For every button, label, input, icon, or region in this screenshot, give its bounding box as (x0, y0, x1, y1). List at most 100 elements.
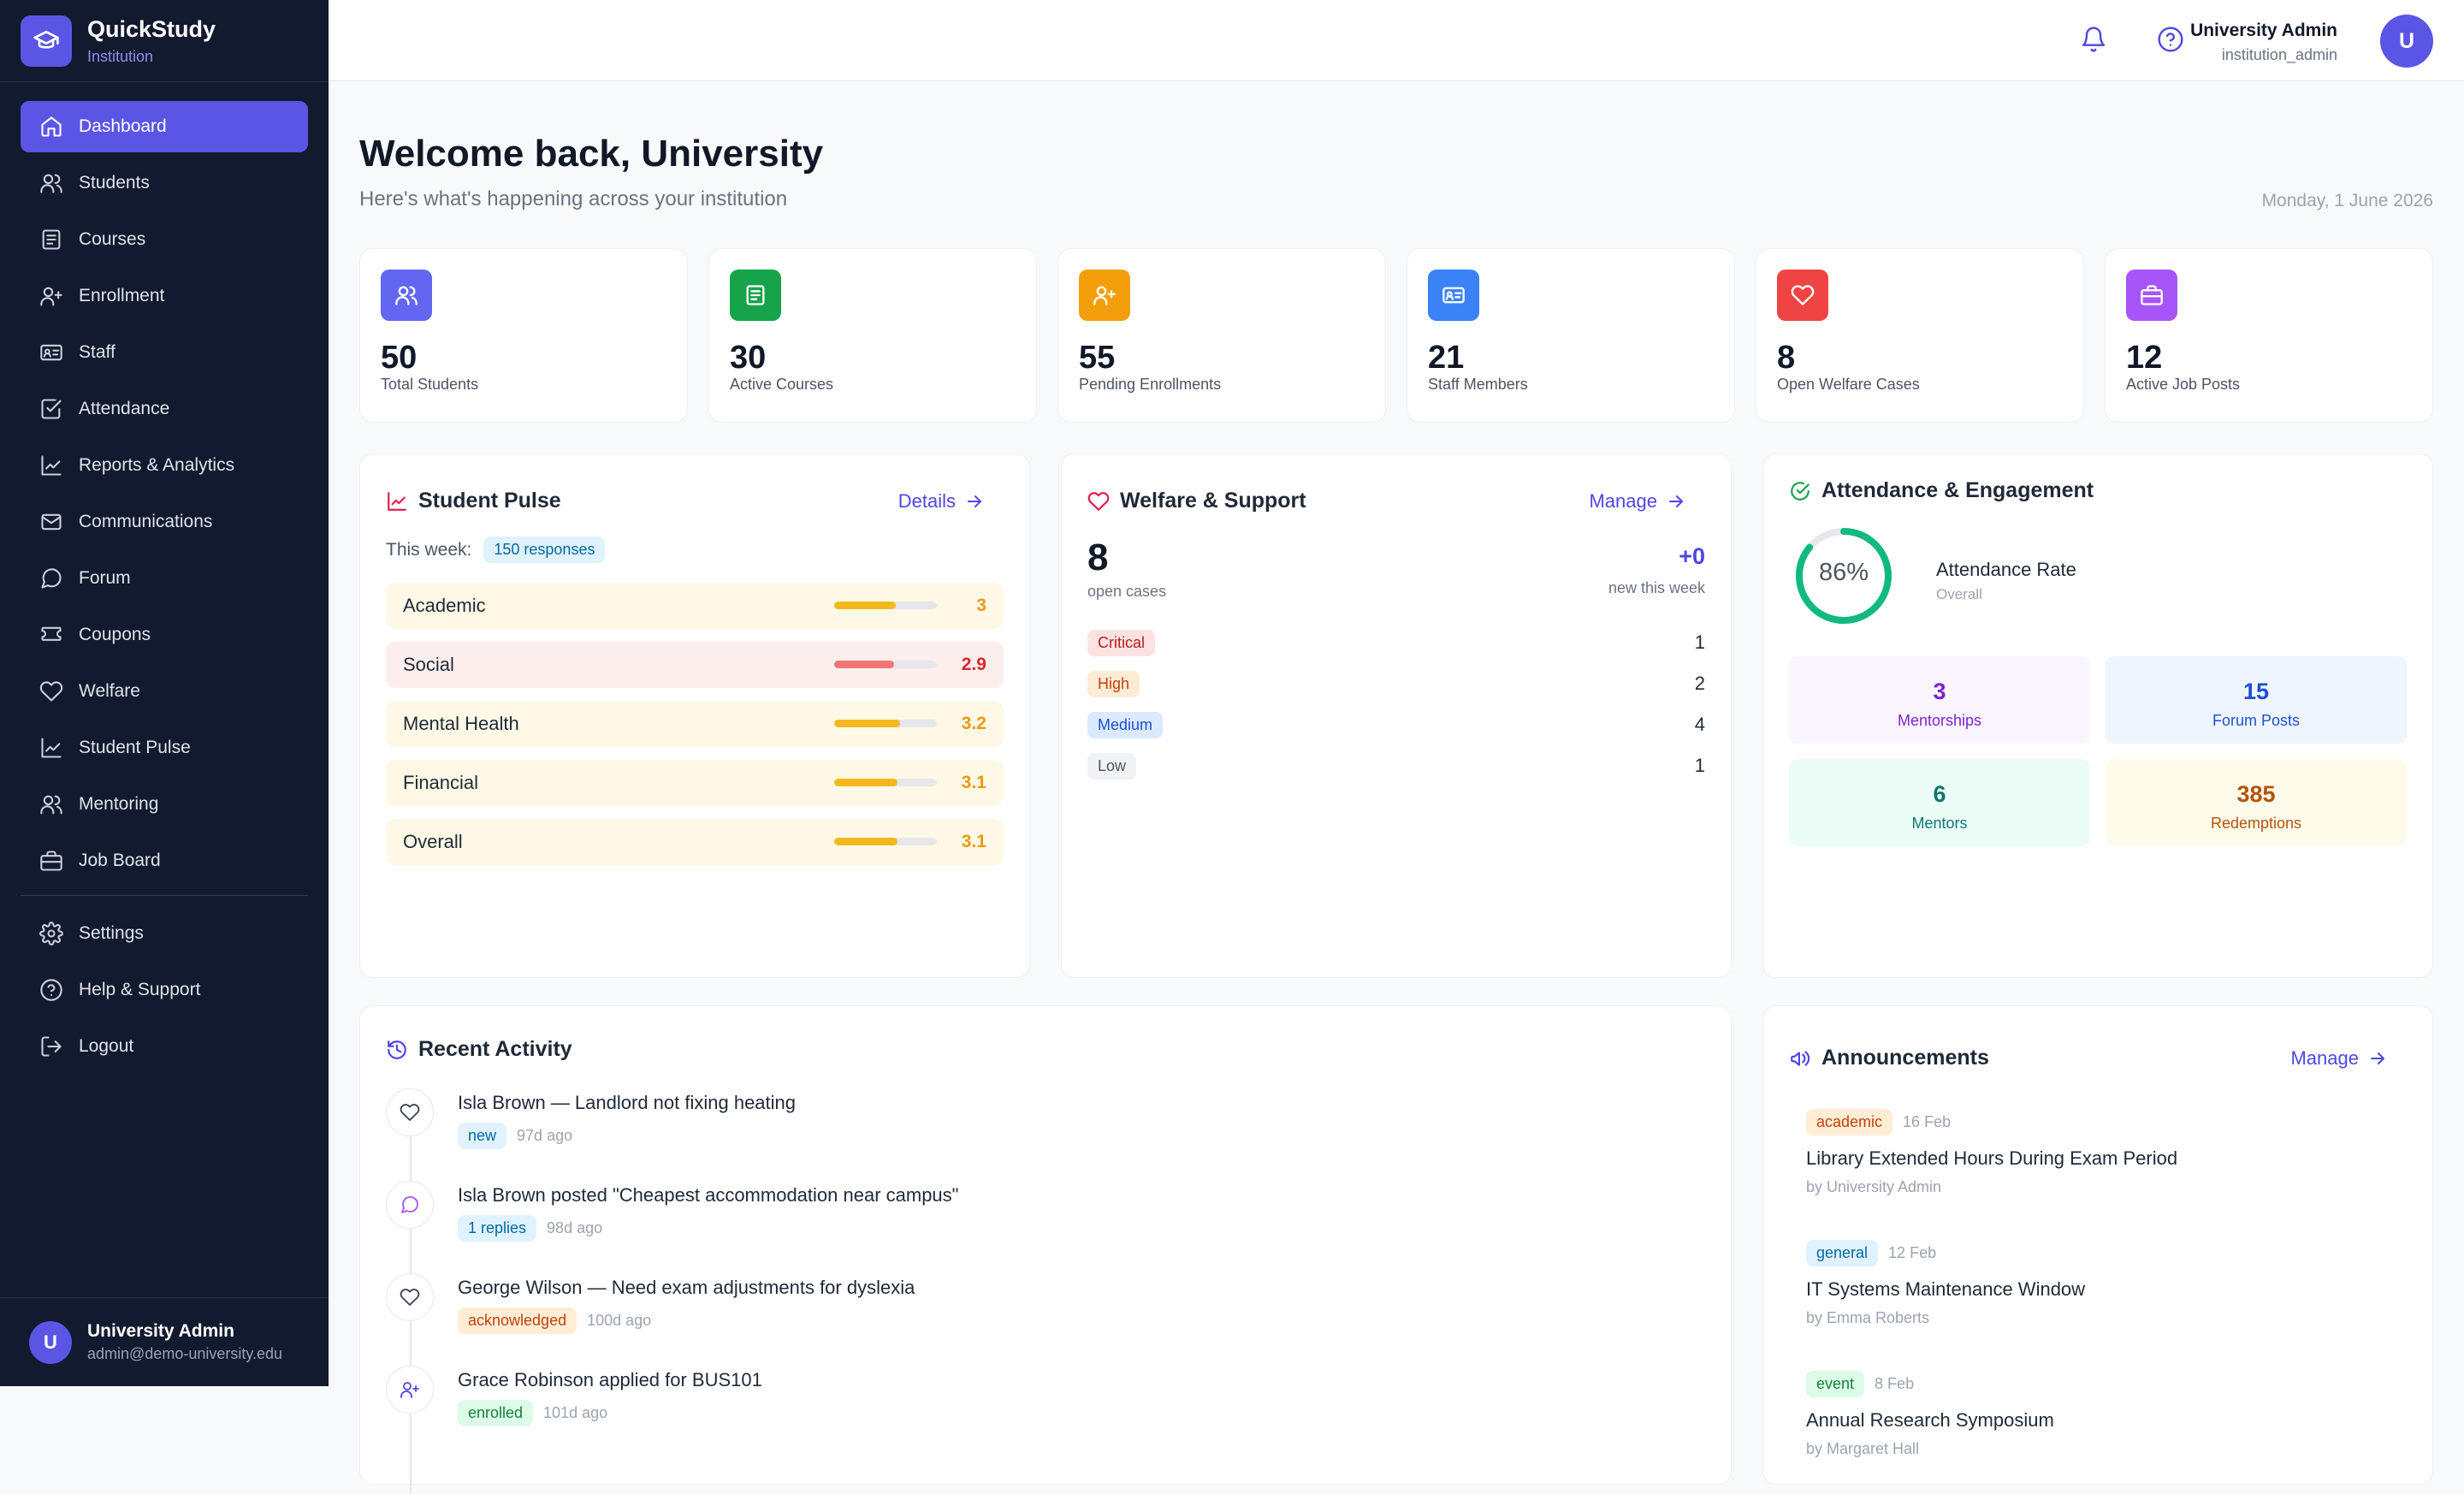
pulse-row: Financial 3.1 (386, 760, 1004, 806)
engagement-tile-label: Mentors (1911, 815, 1968, 832)
sidebar-item-staff[interactable]: Staff (21, 327, 308, 378)
current-date: Monday, 1 June 2026 (2261, 191, 2433, 210)
welfare-level-badge: High (1087, 670, 1140, 697)
pulse-row-label: Overall (403, 831, 463, 852)
announcement-author: by Emma Roberts (1806, 1309, 1930, 1326)
welfare-level-count: 1 (1694, 631, 1705, 653)
announcements-title-text: Announcements (1821, 1046, 1989, 1070)
check-square-icon (41, 399, 62, 419)
pulse-bar-fill (834, 838, 898, 845)
heart-icon (39, 681, 63, 702)
engagement-tile-forum-posts[interactable]: 15 Forum Posts (2106, 656, 2407, 744)
activity-time: 98d ago (547, 1219, 603, 1236)
welfare-level-low[interactable]: Low 1 (1087, 749, 1705, 783)
id-card-icon (1442, 287, 1465, 304)
sidebar-nav: Dashboard Students Courses Enrollment Staff A… (0, 82, 329, 1072)
activity-text: Isla Brown — Landlord not fixing heating (458, 1092, 797, 1113)
page-subtitle: Here's what's happening across your inst… (359, 187, 788, 210)
sidebar-item-coupons[interactable]: Coupons (21, 609, 308, 661)
sidebar-item-label: Coupons (79, 625, 151, 644)
welfare-level-medium[interactable]: Medium 4 (1087, 708, 1705, 742)
activity-meta: 1 replies 98d ago (458, 1215, 602, 1242)
check-circle-icon (1791, 481, 1810, 501)
home-icon (41, 116, 62, 137)
stat-card-staff-members[interactable]: 21 Staff Members (1407, 248, 1735, 423)
pulse-row-label: Social (403, 654, 454, 675)
sidebar-item-welfare[interactable]: Welfare (21, 666, 308, 717)
sidebar-item-communications[interactable]: Communications (21, 496, 308, 548)
pulse-row-value: 3 (976, 596, 986, 615)
topbar-user[interactable]: University Admin institution_admin (2190, 21, 2337, 64)
student-pulse-details-link[interactable]: Details (898, 490, 985, 513)
trend-up-icon (388, 491, 406, 511)
sidebar-user[interactable]: U University Admin admin@demo-university… (0, 1297, 329, 1386)
sidebar-user-email: admin@demo-university.edu (87, 1345, 283, 1362)
sidebar-item-label: Communications (79, 512, 213, 531)
stat-icon (2126, 270, 2177, 321)
stat-card-pending-enrollments[interactable]: 55 Pending Enrollments (1057, 248, 1386, 423)
announcement-item[interactable]: academic 16 Feb Library Extended Hours Dur… (1806, 1109, 2177, 1196)
announcement-tag: general (1806, 1240, 1879, 1266)
announcement-item[interactable]: general 12 Feb IT Systems Maintenance Wind… (1806, 1240, 2085, 1327)
announcement-title: Annual Research Symposium (1806, 1409, 2054, 1431)
pulse-bar (834, 838, 937, 845)
sidebar-item-settings[interactable]: Settings (21, 908, 308, 959)
announcements-card: Announcements Manage academic 16 Feb Libra… (1762, 1005, 2433, 1485)
stat-label: Active Courses (730, 376, 834, 393)
logout-icon (41, 1036, 62, 1057)
pulse-bar-fill (834, 779, 898, 786)
welfare-title-text: Welfare & Support (1120, 489, 1306, 513)
stat-card-active-courses[interactable]: 30 Active Courses (708, 248, 1037, 423)
sidebar-item-label: Forum (79, 568, 131, 588)
sidebar-item-dashboard[interactable]: Dashboard (21, 101, 308, 152)
bell-icon[interactable] (2080, 26, 2107, 53)
sidebar-item-mentoring[interactable]: Mentoring (21, 779, 308, 830)
activity-tag: enrolled (458, 1400, 534, 1426)
pulse-row: Academic 3 (386, 583, 1004, 629)
welfare-card: Welfare & Support Manage 8 open cases +0… (1061, 454, 1732, 978)
stat-card-total-students[interactable]: 50 Total Students (359, 248, 688, 423)
announcements-manage-link[interactable]: Manage (2290, 1047, 2388, 1070)
sidebar-item-help-support[interactable]: Help & Support (21, 964, 308, 1016)
help-icon[interactable] (2157, 26, 2184, 53)
sidebar-item-forum[interactable]: Forum (21, 553, 308, 604)
briefcase-icon (40, 851, 62, 871)
heart-icon (1791, 285, 1815, 305)
engagement-tile-mentorships[interactable]: 3 Mentorships (1789, 656, 2090, 744)
engagement-tile-redemptions[interactable]: 385 Redemptions (2106, 759, 2407, 846)
sidebar-item-logout[interactable]: Logout (21, 1021, 308, 1072)
welfare-manage-link[interactable]: Manage (1589, 490, 1686, 513)
welfare-new-label: new this week (1608, 579, 1705, 596)
brand: QuickStudy Institution (0, 0, 329, 82)
sidebar-item-students[interactable]: Students (21, 157, 308, 209)
sidebar-item-student-pulse[interactable]: Student Pulse (21, 722, 308, 774)
engagement-tile-value: 6 (1933, 781, 1946, 807)
graduation-cap-icon (21, 15, 72, 67)
activity-meta: acknowledged 100d ago (458, 1307, 651, 1334)
student-pulse-title-text: Student Pulse (418, 489, 561, 513)
sidebar-item-enrollment[interactable]: Enrollment (21, 270, 308, 322)
announcements-manage-label: Manage (2290, 1047, 2359, 1069)
topbar-user-role: institution_admin (2221, 46, 2337, 63)
engagement-tile-value: 15 (2242, 679, 2270, 704)
sidebar-item-label: Staff (79, 342, 116, 362)
recent-activity-title-text: Recent Activity (418, 1037, 572, 1061)
brand-name: QuickStudy (87, 15, 216, 42)
engagement-tile-mentors[interactable]: 6 Mentors (1789, 759, 2090, 846)
topbar: University Admin institution_admin U (329, 0, 2464, 81)
sidebar-item-attendance[interactable]: Attendance (21, 383, 308, 435)
announcement-item[interactable]: event 8 Feb Annual Research Symposium by Ma… (1806, 1371, 2054, 1458)
announcement-header: general 12 Feb (1806, 1240, 2085, 1266)
avatar[interactable]: U (2380, 15, 2433, 68)
sidebar-item-reports-analytics[interactable]: Reports & Analytics (21, 440, 308, 491)
stat-card-open-welfare-cases[interactable]: 8 Open Welfare Cases (1756, 248, 2084, 423)
stat-icon (1777, 270, 1828, 321)
pulse-week-summary: This week: 150 responses (386, 537, 606, 563)
megaphone-icon (1791, 1050, 1810, 1066)
sidebar-item-job-board[interactable]: Job Board (21, 835, 308, 886)
sidebar-item-courses[interactable]: Courses (21, 214, 308, 265)
welfare-level-high[interactable]: High 2 (1087, 667, 1705, 701)
welfare-level-critical[interactable]: Critical 1 (1087, 625, 1705, 660)
stat-card-active-job-posts[interactable]: 12 Active Job Posts (2105, 248, 2433, 423)
stat-icon (730, 270, 781, 321)
